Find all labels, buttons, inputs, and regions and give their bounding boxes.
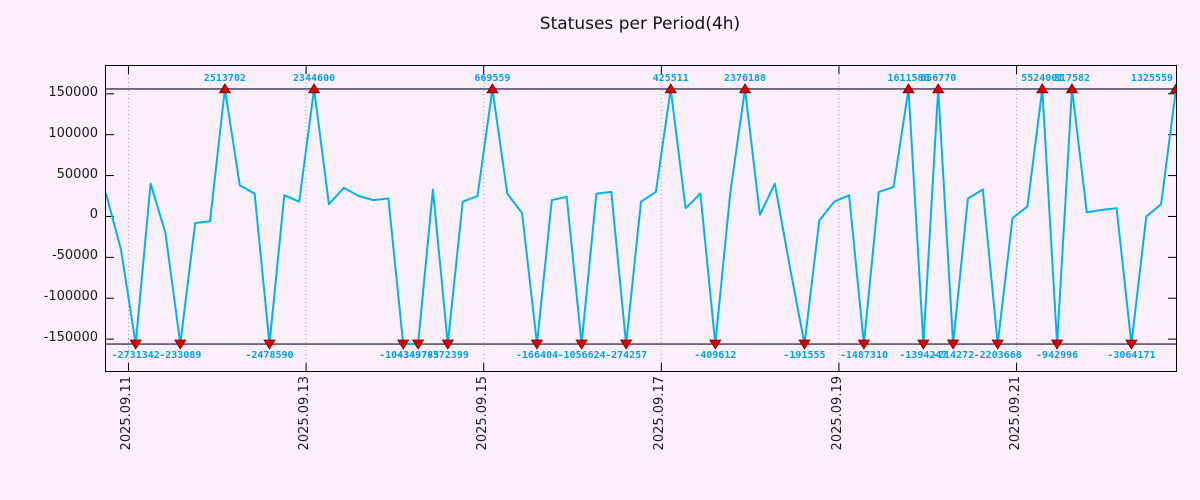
trough-value-label: -1487310 [840, 350, 888, 361]
peak-value-label: 669559 [474, 73, 510, 84]
y-axis-tick-label: -50000 [51, 248, 98, 264]
y-axis-tick-label: 100000 [48, 125, 98, 141]
peak-value-label: 425511 [653, 73, 689, 84]
peak-marker-icon [486, 83, 499, 94]
trough-marker-icon [263, 339, 276, 350]
trough-value-label: -1043497 [379, 350, 427, 361]
trough-marker-icon [709, 339, 722, 350]
x-axis-tick-label: 2025.09.19 [829, 376, 845, 451]
trough-marker-icon [441, 339, 455, 350]
peak-value-label: 5524001 [1021, 73, 1063, 84]
trough-marker-icon [575, 339, 588, 350]
peak-marker-icon [738, 83, 752, 94]
trough-value-label: -372399 [427, 350, 469, 361]
trough-value-label: -409612 [694, 350, 736, 361]
trough-value-label: -2203668 [974, 350, 1022, 361]
trough-value-label: -214272 [932, 350, 974, 361]
trough-marker-icon [1050, 339, 1064, 350]
y-axis-tick-label: 50000 [56, 166, 98, 182]
peak-marker-icon [307, 83, 321, 94]
trough-marker-icon [129, 339, 142, 350]
peak-marker-icon [664, 83, 677, 94]
trough-value-label: -233089 [159, 350, 201, 361]
trough-marker-icon [798, 339, 811, 350]
y-axis-tick-label: -100000 [43, 289, 98, 305]
y-axis-tick-label: -150000 [43, 330, 98, 346]
x-axis-tick-label: 2025.09.11 [119, 376, 135, 451]
trough-marker-icon [411, 339, 425, 350]
peak-value-label: 656770 [920, 73, 956, 84]
trough-value-label: -349785 [397, 350, 439, 361]
peak-value-label: 2344600 [293, 73, 335, 84]
peak-value-label: 2376188 [724, 73, 766, 84]
peak-marker-icon [1036, 83, 1049, 94]
trough-marker-icon [946, 339, 960, 350]
chart-title: Statuses per Period(4h) [539, 14, 741, 34]
y-axis-tick-label: 150000 [48, 84, 98, 100]
chart-canvas: -2731342 -233089 2513702 -2478590 2344600 -10… [106, 66, 1176, 371]
x-axis-tick-label: 2025.09.17 [652, 376, 668, 451]
y-axis-tick-label: 0 [89, 207, 98, 223]
trough-marker-icon [917, 339, 930, 350]
trough-marker-icon [397, 339, 410, 350]
peak-marker-icon [932, 83, 945, 94]
trough-marker-icon [174, 339, 187, 350]
plot-area: -2731342 -233089 2513702 -2478590 2344600 -10… [105, 65, 1177, 372]
trough-value-label: -2478590 [245, 350, 293, 361]
trough-value-label: -3064171 [1107, 350, 1155, 361]
trough-value-label: -1056624 [557, 350, 605, 361]
x-axis-tick-label: 2025.09.21 [1007, 376, 1023, 451]
x-axis-tick-label: 2025.09.15 [474, 376, 490, 451]
x-axis-tick-label: 2025.09.13 [297, 376, 313, 451]
trough-marker-icon [1125, 339, 1138, 350]
data-series-line [106, 87, 1176, 345]
trough-value-label: -191555 [783, 350, 825, 361]
peak-value-label: 2513702 [204, 73, 246, 84]
peak-value-label: 1325559 [1131, 73, 1173, 84]
peak-marker-icon [902, 83, 915, 94]
trough-marker-icon [857, 339, 871, 350]
trough-value-label: -942996 [1036, 350, 1078, 361]
peak-marker-icon [218, 83, 232, 94]
peak-marker-icon [1065, 83, 1079, 94]
trough-value-label: -2731342 [112, 350, 160, 361]
trough-value-label: -274257 [605, 350, 647, 361]
trough-marker-icon [991, 339, 1004, 350]
peak-value-label: 1611580 [887, 73, 929, 84]
trough-value-label: -1394247 [899, 350, 947, 361]
peak-value-label: 317582 [1054, 73, 1090, 84]
peak-marker-icon [1169, 83, 1176, 94]
trough-marker-icon [530, 339, 544, 350]
trough-marker-icon [619, 339, 633, 350]
trough-value-label: -166404 [516, 350, 558, 361]
